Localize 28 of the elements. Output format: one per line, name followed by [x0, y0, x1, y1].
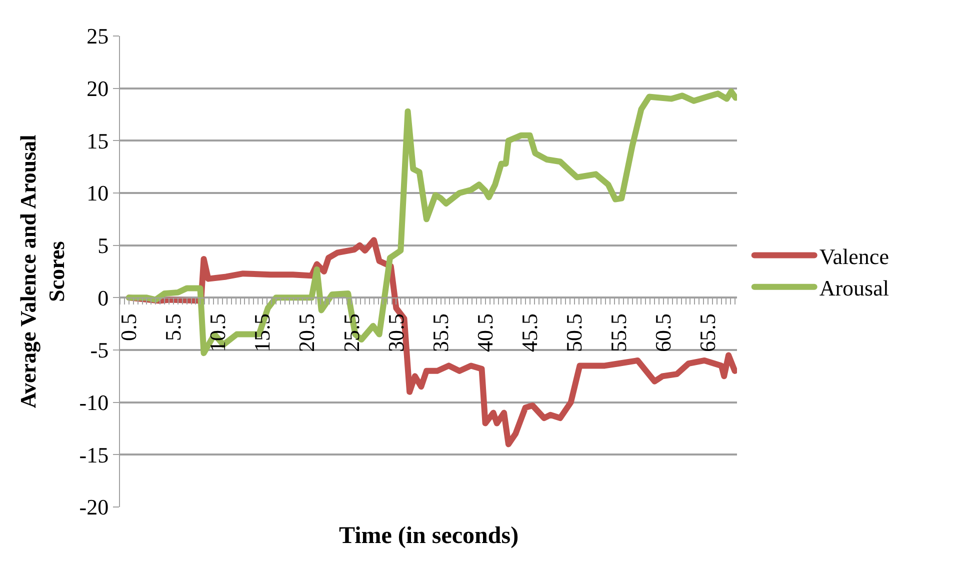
y-tick-label: 25 [86, 24, 109, 49]
x-tick-label: 20.5 [294, 313, 320, 352]
x-tick-label: 35.5 [428, 313, 453, 352]
x-tick-label: 15.5 [250, 313, 275, 352]
y-tick-label: 5 [98, 233, 109, 258]
x-tick-label: 30.5 [383, 313, 408, 352]
legend-label: Arousal [819, 275, 889, 300]
x-tick-label: 25.5 [338, 313, 364, 352]
y-axis-title: Average Valence and Arousal Scores [15, 134, 70, 408]
x-tick-label: 0.5 [116, 313, 142, 341]
x-tick-label: 55.5 [606, 313, 632, 352]
legend-label: Valence [819, 244, 889, 269]
x-tick-label: 65.5 [695, 313, 720, 352]
x-axis-title: Time (in seconds) [339, 523, 519, 549]
y-tick-label: 20 [86, 76, 109, 102]
y-tick-label: 15 [86, 128, 109, 154]
x-tick-label: 45.5 [517, 313, 542, 352]
y-tick-label: 0 [98, 285, 109, 310]
x-tick-label: 50.5 [562, 313, 587, 352]
y-tick-label: -20 [79, 494, 109, 520]
y-tick-label: -5 [90, 338, 109, 363]
x-tick-label: 10.5 [205, 313, 230, 352]
x-tick-label: 5.5 [160, 313, 186, 341]
x-tick-label: 40.5 [472, 313, 498, 352]
x-tick-label: 60.5 [650, 313, 676, 352]
y-tick-label: 10 [86, 180, 109, 206]
y-tick-label: -15 [79, 442, 109, 468]
y-tick-label: -10 [79, 390, 109, 416]
